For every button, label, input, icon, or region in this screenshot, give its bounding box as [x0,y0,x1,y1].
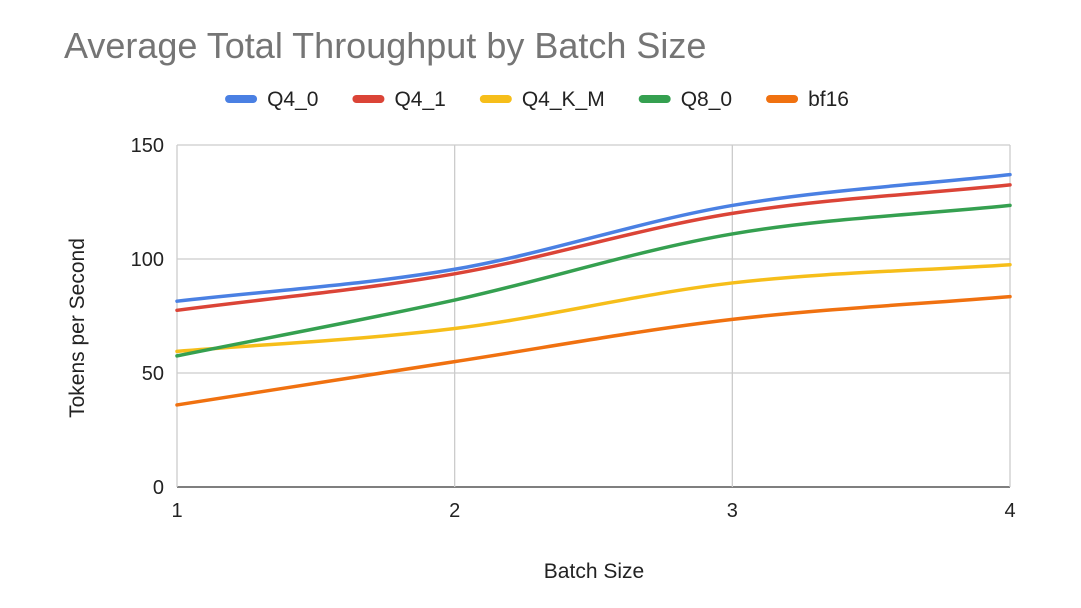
legend-item-q8-0: Q8_0 [638,88,732,111]
legend-label: Q4_1 [394,88,445,111]
y-axis-label: Tokens per Second [66,238,89,418]
x-tick-label: 4 [1004,500,1015,522]
legend-label: Q4_0 [267,88,318,111]
series-line-q4-0 [175,172,1012,303]
legend-swatch [638,95,671,103]
y-tick-label: 100 [131,249,164,271]
legend-swatch [766,95,799,103]
series-line-bf16 [175,294,1012,407]
legend-item-q4-0: Q4_0 [225,88,318,111]
x-tick-label: 2 [449,500,460,522]
series-line-q4-1 [175,183,1012,313]
y-axis-ticks: 0 50 100 150 [131,135,164,499]
chart-title: Average Total Throughput by Batch Size [64,25,706,66]
legend-label: Q8_0 [681,88,732,111]
series-line-q4-k-m [175,262,1012,354]
x-axis-label: Batch Size [544,560,644,583]
legend-swatch [479,95,512,103]
x-tick-label: 3 [727,500,738,522]
legend-item-bf16: bf16 [766,88,849,111]
legend-item-q4-k-m: Q4_K_M [479,88,605,111]
legend-label: Q4_K_M [522,88,605,111]
legend-item-q4-1: Q4_1 [352,88,446,111]
legend-swatch [352,95,385,103]
legend-label: bf16 [808,88,849,111]
y-tick-label: 0 [153,477,164,499]
y-tick-label: 50 [142,363,164,385]
series-line-q8-0 [175,203,1012,358]
gridlines [176,144,1011,488]
legend: Q4_0 Q4_1 Q4_K_M Q8_0 bf16 [225,88,849,111]
x-tick-label: 1 [171,500,182,522]
legend-swatch [225,95,258,103]
y-tick-label: 150 [131,135,164,157]
x-axis-ticks: 1 2 3 4 [171,500,1015,522]
series-lines [175,172,1012,407]
